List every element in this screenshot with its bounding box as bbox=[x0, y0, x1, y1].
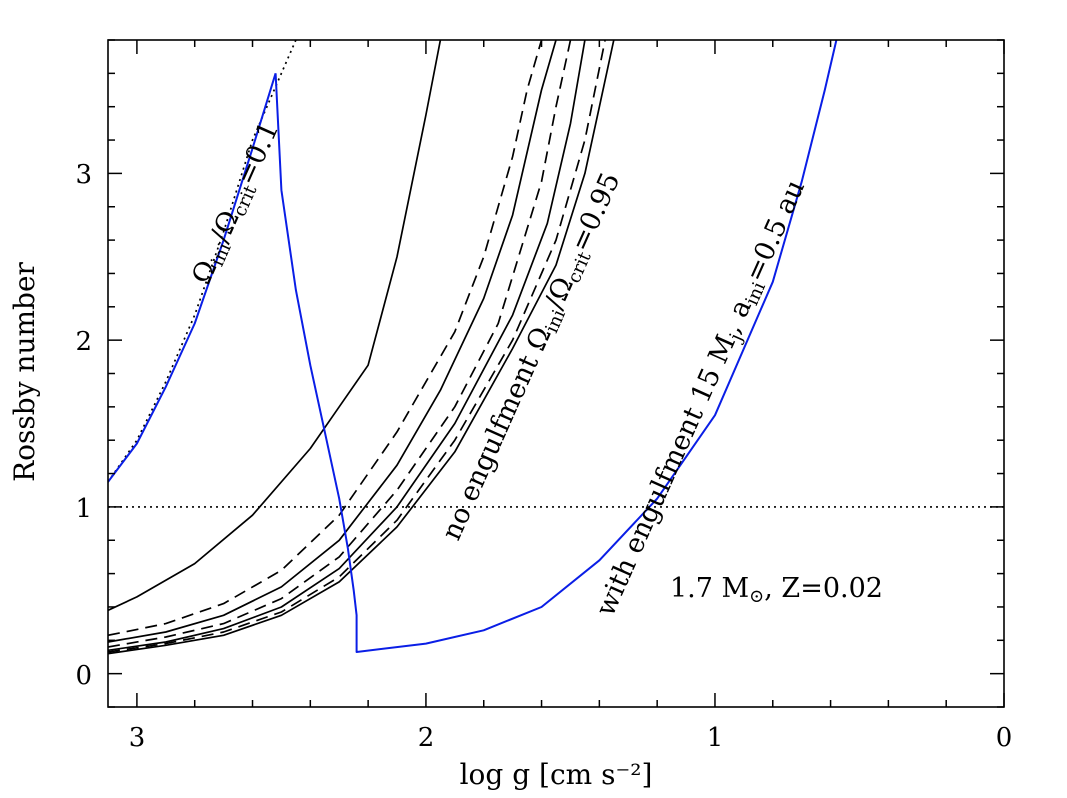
series-line-no-engulfment-3 bbox=[108, 40, 557, 643]
series-line-engulfment-model bbox=[274, 40, 838, 653]
model-mass: 1.7 M bbox=[670, 573, 749, 604]
y-tick-label-1: 1 bbox=[75, 494, 92, 524]
series-line-no-engulfment-5 bbox=[108, 40, 586, 652]
y-tick-label-3: 3 bbox=[75, 160, 92, 190]
y-tick-label-0: 0 bbox=[75, 661, 92, 691]
x-tick-label-1: 1 bbox=[707, 723, 724, 753]
model-params-label: 1.7 M⊙, Z=0.02 bbox=[670, 573, 883, 607]
no-engulfment-tail: =0.95 bbox=[565, 168, 627, 256]
x-tick-label-0: 0 bbox=[996, 723, 1013, 753]
series-line-no-engulfment-6 bbox=[108, 40, 606, 653]
series-line-slow-rotation-model-blue bbox=[108, 73, 277, 483]
series-line-no-engulfment-4 bbox=[108, 40, 572, 648]
sun-symbol: ⊙ bbox=[749, 586, 764, 607]
slow-rotation-tail: =0.1 bbox=[230, 117, 285, 190]
x-tick-label-2: 2 bbox=[418, 723, 435, 753]
y-tick-label-2: 2 bbox=[75, 327, 92, 357]
series-line-no-engulfment-2 bbox=[108, 40, 543, 637]
data-series-group bbox=[108, 40, 838, 655]
x-axis-label: log g [cm s⁻²] bbox=[460, 758, 653, 791]
with-engulfment-tail: =0.5 au bbox=[739, 175, 811, 286]
y-axis-label: Rossby number bbox=[8, 261, 41, 481]
x-tick-label-3: 3 bbox=[129, 723, 146, 753]
no-engulfment-text: no engulfment Ω bbox=[436, 322, 558, 544]
with-engulfment-label: with engulfment 15 Mj, aini=0.5 au bbox=[590, 175, 814, 622]
no-engulfment-label: no engulfment Ωini/Ωcrit=0.95 bbox=[436, 168, 629, 546]
series-line-no-engulfment-7 bbox=[108, 40, 615, 655]
slow-rotation-label: Ωini/Ωcrit=0.1 bbox=[186, 117, 288, 290]
model-metallicity: , Z=0.02 bbox=[764, 573, 883, 604]
axis-ticks bbox=[108, 39, 1005, 708]
